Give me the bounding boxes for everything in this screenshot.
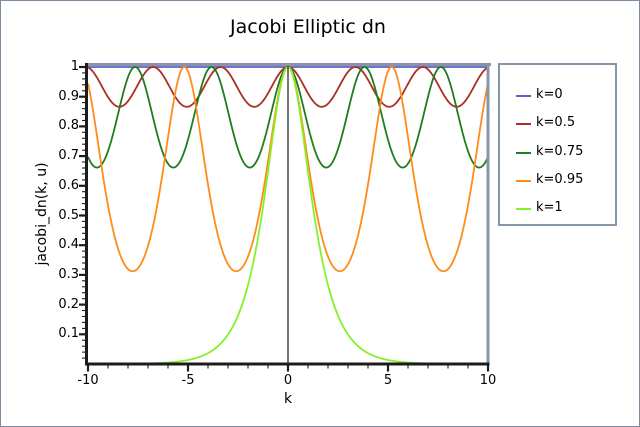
x-tick-label: 5 [383,373,393,388]
legend-box: k=0 k=0.5 k=0.75 k=0.95 k=1 [498,63,617,226]
legend-label: k=0 [536,87,563,102]
y-axis-line [85,63,88,366]
y-tick-label: 0.3 [58,267,79,282]
legend-swatch-line [516,123,531,126]
y-tick-label: 0.5 [58,208,79,223]
x-axis-line [85,362,490,366]
y-tick-label: 0.7 [58,148,79,163]
legend-swatch-line [516,151,531,154]
legend-swatch-line [516,179,531,182]
legend-label: k=0.5 [536,115,576,131]
y-tick-label: 0.8 [58,118,79,133]
legend-entry: k=0.75 [500,143,615,161]
legend-entry: k=0.95 [500,171,615,189]
legend-label: k=1 [536,200,563,216]
legend-swatch-line [516,208,531,211]
chart-title: Jacobi Elliptic dn [230,16,386,38]
y-tick-label: 0.9 [58,89,79,104]
y-tick-label: 0.1 [58,326,79,341]
legend-entry: k=0.5 [500,114,615,132]
frame-right [486,63,490,366]
x-tick-label: -5 [181,373,195,388]
y-tick-label: 0.6 [58,178,79,193]
y-tick-label: 0.2 [58,297,79,312]
x-tick-label: -10 [77,373,99,388]
y-tick-label: 1 [70,59,79,74]
x-tick-label: 0 [283,373,293,388]
frame-top [85,63,491,66]
legend-swatch-line [516,95,531,97]
x-axis-title: k [283,391,293,407]
legend-label: k=0.95 [536,171,584,187]
legend-entry: k=0 [500,86,615,104]
legend-label: k=0.75 [536,143,584,159]
y-tick-label: 0.4 [58,237,79,252]
legend-entry: k=1 [500,199,615,217]
x-tick-label: 10 [479,373,497,388]
